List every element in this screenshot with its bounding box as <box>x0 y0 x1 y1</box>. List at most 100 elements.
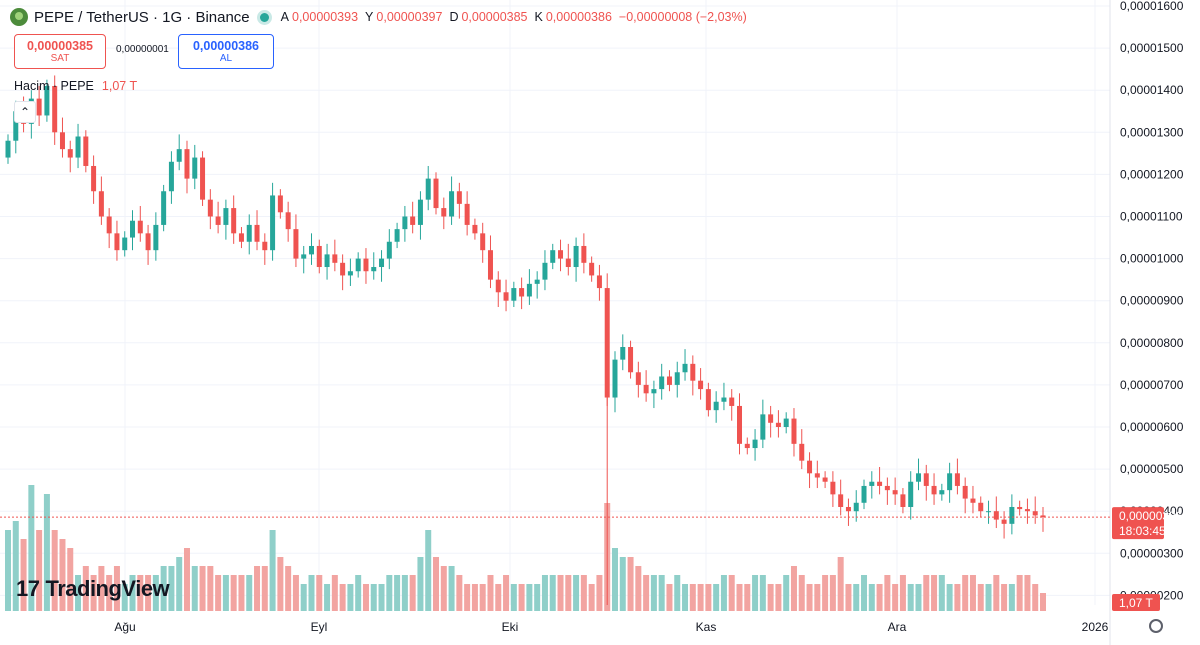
candle-body <box>892 490 898 495</box>
last-price-text: 0,00000386 <box>1119 509 1183 523</box>
volume-bar <box>300 584 307 611</box>
time-tick-label: Eki <box>502 620 519 634</box>
volume-bar <box>736 584 743 611</box>
candle-body <box>838 494 844 507</box>
open-key: A <box>280 10 289 24</box>
volume-bar <box>977 584 984 611</box>
ohlc-values: A 0,00000393 Y 0,00000397 D 0,00000385 K 0,0… <box>281 10 751 24</box>
volume-bar <box>876 584 883 611</box>
volume-bar <box>230 575 237 611</box>
candle-body <box>98 191 104 217</box>
volume-bar <box>386 575 393 611</box>
symbol-title[interactable]: PEPE / TetherUS · 1G · Binance <box>34 8 250 26</box>
sell-label: SAT <box>50 53 70 64</box>
candle-body <box>425 178 431 200</box>
candle-body <box>612 359 618 398</box>
candle-body <box>347 271 353 276</box>
candle-body <box>168 161 174 192</box>
time-tick-label: Kas <box>696 620 717 634</box>
collapse-legend-button[interactable]: ⌃ <box>14 101 36 123</box>
volume-bar <box>433 557 440 611</box>
candle-body <box>1032 511 1038 516</box>
candle-body <box>954 473 960 486</box>
volume-bar <box>596 575 603 611</box>
volume-bar <box>308 575 315 611</box>
volume-bar <box>487 575 494 611</box>
volume-bar <box>938 575 945 611</box>
candle-body <box>75 136 81 158</box>
price-tick-label: 0,00000900 <box>1120 294 1184 308</box>
candle-body <box>36 98 42 116</box>
volume-bar <box>238 575 245 611</box>
candle-body <box>1001 519 1007 524</box>
candle-body <box>768 414 774 423</box>
price-tick-label: 0,00000800 <box>1120 336 1184 350</box>
volume-bar <box>121 584 128 611</box>
volume-bar <box>324 584 331 611</box>
tradingview-logo[interactable]: 17 TradingView <box>16 576 170 602</box>
candle-body <box>176 149 182 162</box>
candle-body <box>659 376 665 390</box>
candle-body <box>573 245 579 268</box>
candle-body <box>332 254 338 263</box>
volume-bar <box>775 584 782 611</box>
candle-body <box>931 485 937 495</box>
volume-bar <box>425 530 432 611</box>
candle-body <box>441 208 447 217</box>
time-tick-label: Eyl <box>311 620 328 634</box>
volume-bar <box>152 575 159 611</box>
volume-bar <box>806 584 813 611</box>
candle-body <box>137 220 143 234</box>
candle-body <box>277 195 283 213</box>
candle-body <box>480 233 486 251</box>
volume-bar <box>277 557 284 611</box>
volume-bar <box>28 485 35 611</box>
candle-body <box>52 85 58 133</box>
buy-button[interactable]: 0,00000386 AL <box>178 34 274 69</box>
tradingview-icon: 17 <box>16 576 40 601</box>
candle-body <box>44 85 50 116</box>
change-value: −0,00000008 (−2,03%) <box>618 10 747 24</box>
volume-bar <box>899 575 906 611</box>
buy-label: AL <box>219 53 233 64</box>
candle-body <box>993 511 999 520</box>
volume-bar <box>370 584 377 611</box>
candle-body <box>698 380 704 390</box>
volume-bar <box>728 575 735 611</box>
candle-body <box>1040 515 1046 518</box>
time-axis[interactable]: Ağu Eyl Eki Kas Ara 2026 <box>114 620 1108 634</box>
candle-body <box>799 443 805 461</box>
candle-body <box>565 258 571 268</box>
candle-body <box>760 414 766 440</box>
volume-bar <box>853 584 860 611</box>
gear-icon[interactable] <box>1149 619 1163 633</box>
volume-bar <box>954 584 961 611</box>
volume-bar <box>106 575 113 611</box>
candle-body <box>752 439 758 449</box>
candle-body <box>682 363 688 373</box>
candle-body <box>830 481 836 495</box>
candle-body <box>783 418 789 427</box>
countdown-text: 18:03:45 <box>1119 524 1166 538</box>
volume-bar <box>168 566 175 611</box>
volume-bar <box>269 530 276 611</box>
volume-bar <box>666 584 673 611</box>
volume-bar <box>752 575 759 611</box>
candle-body <box>737 405 743 444</box>
volume-bar <box>993 575 1000 611</box>
volume-bar <box>1032 584 1039 611</box>
candle-body <box>394 229 400 242</box>
candle-body <box>200 157 206 200</box>
candle-body <box>13 111 19 141</box>
candle-body <box>908 481 914 507</box>
candle-body <box>596 275 602 289</box>
candle-body <box>355 258 361 272</box>
candle-body <box>363 258 369 272</box>
candle-body <box>340 262 346 276</box>
candle-body <box>620 347 626 360</box>
candle-body <box>791 418 797 444</box>
close-value: 0,00000386 <box>545 10 612 24</box>
sell-button[interactable]: 0,00000385 SAT <box>14 34 106 69</box>
volume-tag-text: 1,07 T <box>1119 596 1153 610</box>
